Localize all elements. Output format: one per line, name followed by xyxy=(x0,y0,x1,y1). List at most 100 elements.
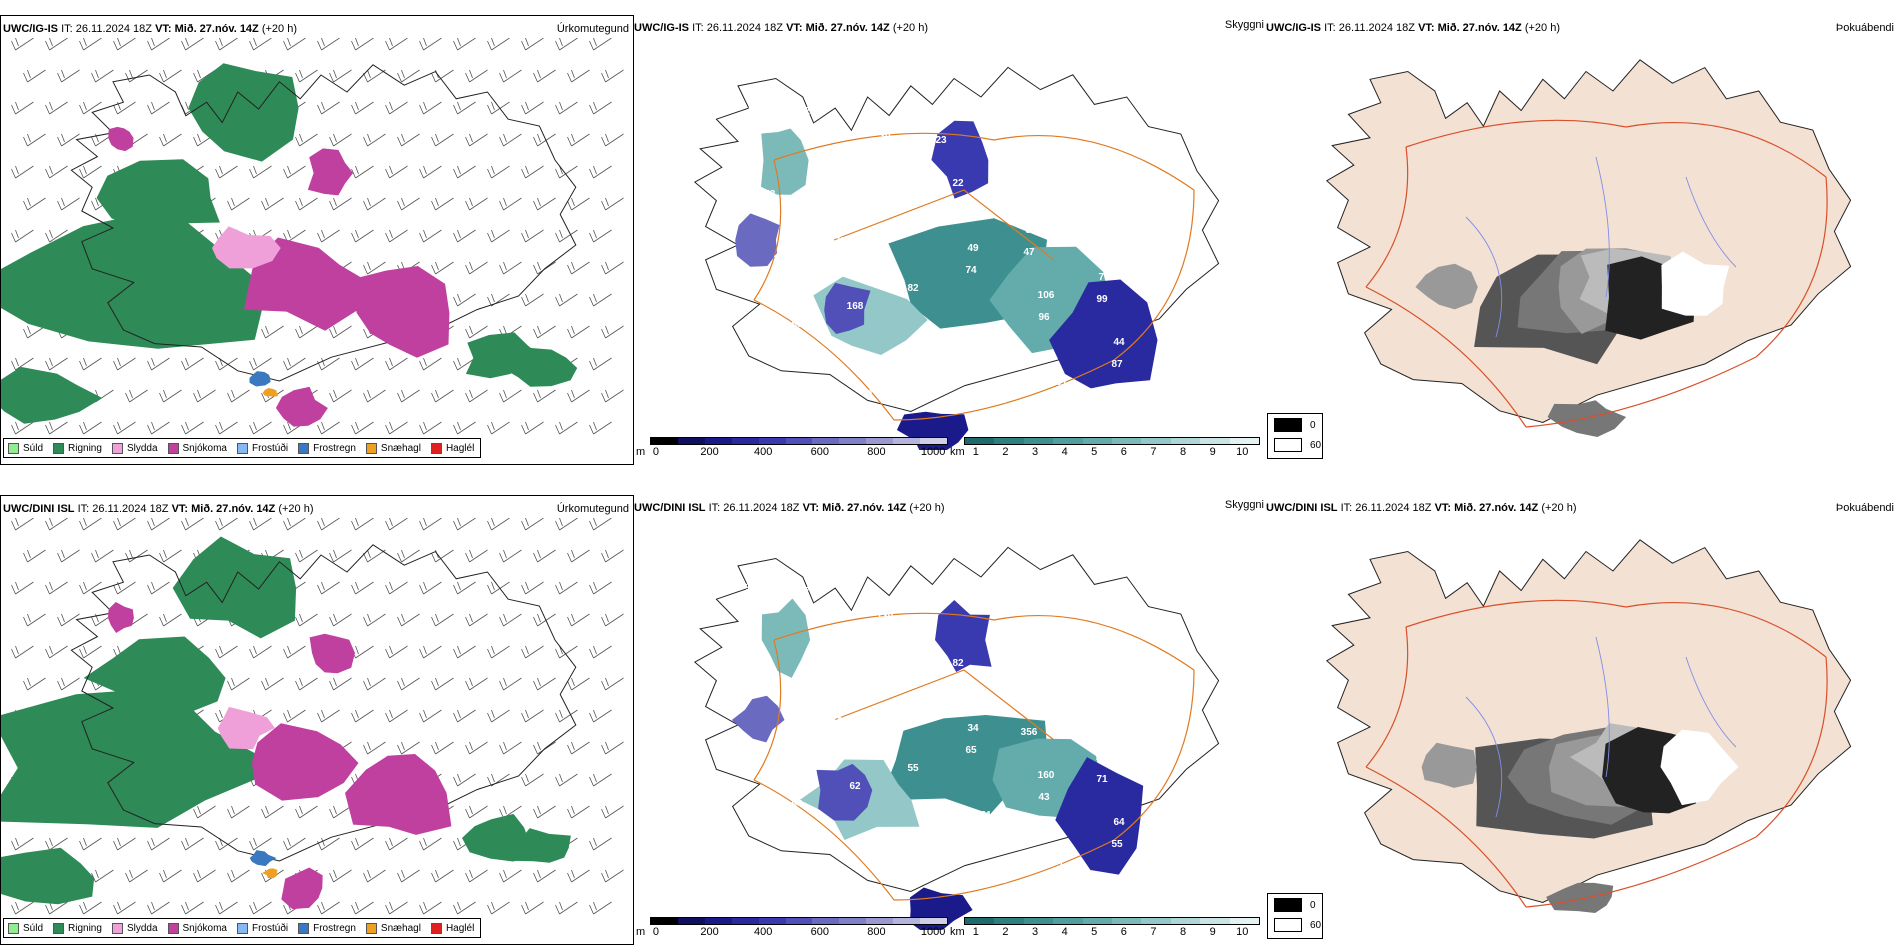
wind-barb xyxy=(589,709,612,723)
cloudbase-area xyxy=(1049,279,1158,389)
fog-area xyxy=(1546,882,1614,913)
colorbar-segment xyxy=(1229,438,1260,444)
wind-barb xyxy=(431,133,454,147)
road xyxy=(773,132,995,161)
wind-barb xyxy=(385,421,408,435)
legend-label: Snjókoma xyxy=(182,922,227,934)
wind-barb xyxy=(589,773,612,787)
height-label: 67 xyxy=(1053,857,1065,868)
wind-barb xyxy=(533,133,556,147)
fog-legend-label: 60 xyxy=(1310,439,1322,451)
colorbar-segment xyxy=(785,918,813,924)
height-label: 74 xyxy=(995,875,1007,886)
precip-title: Úrkomutegund xyxy=(556,503,629,515)
fog-legend-item: 0 xyxy=(1274,418,1316,432)
wind-barb xyxy=(261,325,284,339)
wind-barb xyxy=(125,69,148,83)
wind-barb xyxy=(533,325,556,339)
wind-barb xyxy=(329,69,352,83)
wind-barb xyxy=(79,101,102,115)
wind-barb xyxy=(91,869,114,883)
wind-barb xyxy=(589,101,612,115)
rain-area xyxy=(1,208,268,349)
height-label: 74 xyxy=(864,366,876,377)
legend-swatch xyxy=(8,922,19,934)
wind-barb xyxy=(317,101,340,115)
wind-barb xyxy=(159,869,182,883)
height-label: 43 xyxy=(1038,792,1050,803)
road xyxy=(1405,599,1627,628)
vt-value: Mið. 27.nóv. 14Z xyxy=(1454,502,1539,514)
colorbar-tick: 3 xyxy=(1031,926,1039,938)
coastline xyxy=(1325,59,1852,424)
wind-barb xyxy=(351,165,374,179)
wind-barb xyxy=(521,229,544,243)
colorbar-segment xyxy=(965,918,995,924)
wind-barb xyxy=(79,165,102,179)
height-label: 94 xyxy=(791,799,803,810)
height-colorbar: m 0 200 400 600 800 1000 xyxy=(636,917,948,939)
colorbar-segment xyxy=(893,918,921,924)
snow-area xyxy=(350,266,450,358)
rain-area xyxy=(1,366,103,424)
precip-legend-item: Frostregn xyxy=(298,922,356,934)
legend-label: Frostregn xyxy=(313,922,356,934)
wind-barb xyxy=(521,518,544,531)
wind-barb xyxy=(193,389,216,403)
wind-barb xyxy=(589,165,612,179)
legend-label: Rigning xyxy=(68,442,102,454)
wind-barb xyxy=(57,613,80,627)
fog-legend-swatch xyxy=(1274,918,1302,932)
legend-label: Slydda xyxy=(126,442,158,454)
height-label: 356 xyxy=(1021,727,1038,738)
wind-barb xyxy=(181,357,204,371)
legend-label: Snjókoma xyxy=(182,442,227,454)
wind-barb xyxy=(57,549,80,563)
height-label: 134 xyxy=(1124,604,1141,615)
wind-barb xyxy=(533,549,556,563)
wind-barb xyxy=(227,869,250,883)
it-label: IT: xyxy=(1340,502,1353,514)
wind-barb xyxy=(385,581,408,595)
height-label: 82 xyxy=(789,821,801,832)
wind-barb xyxy=(351,421,374,435)
legend-swatch xyxy=(111,442,123,454)
wind-barb xyxy=(419,421,442,435)
wind-barb xyxy=(261,197,284,211)
wind-barb xyxy=(181,421,204,435)
colorbar-unit: km xyxy=(950,926,965,938)
colorbar-segment xyxy=(866,918,894,924)
vt-value: Mið. 27.nóv. 14Z xyxy=(174,23,259,35)
freezing-rain-area xyxy=(249,371,271,387)
wind-barb xyxy=(499,389,522,403)
colorbar-tick: 600 xyxy=(810,926,830,938)
wind-barb xyxy=(385,165,408,179)
road xyxy=(993,615,1195,671)
it-label: IT: xyxy=(708,502,721,514)
wind-barb xyxy=(113,901,136,915)
vt-label: VT: xyxy=(786,22,803,34)
wind-barb xyxy=(601,69,624,83)
legend-label: Frostúði xyxy=(251,922,289,934)
wind-barb xyxy=(487,38,510,51)
height-label: 82 xyxy=(952,658,964,669)
river xyxy=(1595,636,1610,778)
snow-grain-area xyxy=(262,868,278,879)
snow-grain-area xyxy=(262,388,279,397)
colorbar-tick: 800 xyxy=(867,926,886,938)
height-label: 76 xyxy=(1083,687,1095,698)
wind-barb xyxy=(533,69,556,83)
colorbar-strip xyxy=(650,917,948,925)
fog-legend-label: 0 xyxy=(1310,419,1316,431)
wind-barb xyxy=(385,101,408,115)
vt-value: Mið. 27.nóv. 14Z xyxy=(191,503,276,515)
colorbar-segment xyxy=(1112,438,1142,444)
height-label: 134 xyxy=(1008,640,1025,651)
freezing-rain-area xyxy=(249,850,277,867)
wind-barb xyxy=(453,101,476,115)
cloudbase-area xyxy=(1055,757,1144,875)
height-label: 30 xyxy=(879,131,891,142)
it-label: IT: xyxy=(1324,22,1336,34)
colorbar-strip xyxy=(964,437,1260,445)
wind-barb xyxy=(487,165,510,179)
